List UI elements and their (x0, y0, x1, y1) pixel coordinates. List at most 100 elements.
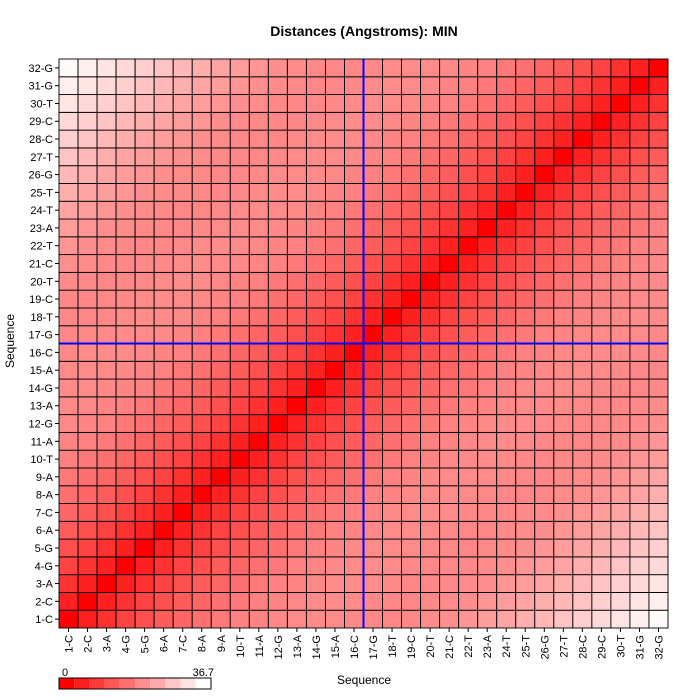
legend-swatch (195, 678, 211, 689)
heatmap-cell (267, 271, 288, 291)
heatmap-cell (248, 325, 269, 344)
heatmap-cell (267, 467, 288, 487)
heatmap-cell (515, 165, 536, 184)
heatmap-cell (439, 609, 460, 629)
heatmap-cell (477, 360, 498, 380)
heatmap-cell (534, 343, 555, 362)
heatmap-cell (305, 396, 326, 416)
heatmap-cell (477, 520, 498, 540)
heatmap-cell (610, 254, 631, 273)
heatmap-cell (420, 76, 441, 96)
heatmap-cell (477, 503, 498, 522)
heatmap-cell (210, 94, 231, 113)
heatmap-cell (553, 200, 574, 220)
heatmap-cell (191, 271, 212, 291)
heatmap-cell (363, 218, 383, 238)
heatmap-cell (629, 94, 650, 113)
heatmap-cell (363, 591, 383, 611)
y-tick-label: 18-T (30, 312, 53, 324)
heatmap-cell (477, 574, 498, 593)
heatmap-cell (77, 467, 98, 487)
heatmap-cell (134, 503, 155, 522)
heatmap-cell (191, 289, 212, 309)
heatmap-cell (591, 218, 612, 238)
y-axis-label: Sequence (3, 314, 17, 368)
heatmap-cell (515, 574, 536, 593)
heatmap-cell (363, 449, 383, 469)
heatmap-cell (248, 556, 269, 576)
heatmap-cell (363, 485, 383, 504)
heatmap-cell (115, 414, 136, 433)
heatmap-cell (134, 343, 155, 362)
heatmap-cell (553, 414, 574, 433)
heatmap-cell (134, 218, 155, 238)
heatmap-cell (191, 94, 212, 113)
heatmap-cell (324, 378, 345, 398)
heatmap-cell (77, 289, 98, 309)
heatmap-cell (172, 485, 193, 504)
heatmap-cell (210, 378, 231, 398)
heatmap-cell (629, 183, 650, 202)
heatmap-cell (305, 414, 326, 433)
heatmap-cell (305, 94, 326, 113)
heatmap-cell (363, 609, 383, 629)
heatmap-cell (115, 183, 136, 202)
heatmap-cell (210, 396, 231, 416)
heatmap-cell (172, 200, 193, 220)
heatmap-cell (401, 414, 422, 433)
heatmap-cell (648, 218, 669, 238)
heatmap-cell (420, 325, 441, 344)
heatmap-cell (420, 254, 441, 273)
heatmap-cell (458, 271, 479, 291)
heatmap-cell (534, 467, 555, 487)
heatmap-cell (286, 431, 307, 451)
heatmap-cell (58, 520, 79, 540)
legend-frame (58, 677, 212, 690)
heatmap-cell (401, 431, 422, 451)
heatmap-cell (648, 147, 669, 167)
heatmap-cell (134, 360, 155, 380)
heatmap-cell (344, 467, 364, 487)
heatmap-cell (115, 236, 136, 256)
heatmap-cell (267, 520, 288, 540)
heatmap-cell (496, 271, 517, 291)
heatmap-cell (363, 396, 383, 416)
heatmap-cell (153, 520, 174, 540)
heatmap-cell (286, 271, 307, 291)
heatmap-cell (324, 147, 345, 167)
heatmap-cell (58, 538, 79, 558)
heatmap-cell (477, 396, 498, 416)
x-tick-label: 26-G (539, 635, 551, 659)
heatmap-cell (172, 503, 193, 522)
heatmap-cell (439, 200, 460, 220)
heatmap-cell (344, 254, 364, 273)
y-tick-label: 29-C (29, 116, 53, 128)
heatmap-cell (153, 165, 174, 184)
heatmap-cell (591, 556, 612, 576)
heatmap-cell (286, 485, 307, 504)
heatmap-cell (210, 343, 231, 362)
heatmap-cell (96, 165, 117, 184)
heatmap-cell (420, 147, 441, 167)
heatmap-cell (458, 165, 479, 184)
heatmap-cell (439, 129, 460, 149)
heatmap-cell (115, 449, 136, 469)
heatmap-cell (401, 236, 422, 256)
heatmap-cell (153, 396, 174, 416)
heatmap-cell (77, 129, 98, 149)
heatmap-cell (191, 360, 212, 380)
heatmap-cell (58, 449, 79, 469)
heatmap-cell (115, 289, 136, 309)
heatmap-cell (629, 271, 650, 291)
heatmap-cell (363, 414, 383, 433)
heatmap-cell (363, 111, 383, 131)
heatmap-cell (96, 467, 117, 487)
heatmap-cell (191, 236, 212, 256)
heatmap-cell (401, 591, 422, 611)
y-tick-label: 20-T (30, 276, 53, 288)
heatmap-cell (382, 609, 403, 629)
heatmap-cell (553, 378, 574, 398)
heatmap-cell (458, 58, 479, 78)
heatmap-cell (439, 485, 460, 504)
heatmap-cell (77, 378, 98, 398)
